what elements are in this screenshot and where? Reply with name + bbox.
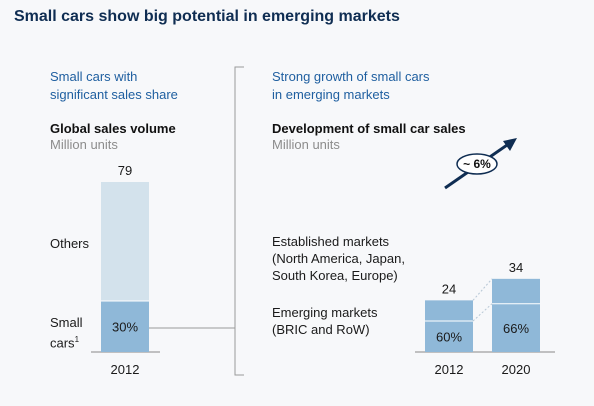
panel-bracket — [234, 66, 244, 376]
label-emerging-line2: (BRIC and RoW) — [272, 322, 370, 337]
page-title: Small cars show big potential in emergin… — [14, 8, 400, 25]
label-small-cars-line2: cars1 — [50, 331, 83, 351]
right-bar-2020-lower-segment — [492, 303, 540, 352]
left-bar-2012-category-label: 2012 — [111, 362, 140, 377]
label-emerging: Emerging markets (BRIC and RoW) — [272, 304, 377, 338]
right-bar-2012-total-label: 24 — [442, 281, 456, 296]
left-bar-2012-lower-segment — [101, 301, 149, 352]
right-bar-2020-share-label: 66% — [503, 321, 529, 336]
right-bar-2020-upper-segment — [492, 278, 540, 304]
growth-badge — [456, 153, 498, 175]
left-bar-2012-upper-segment — [101, 182, 149, 301]
right-bar-2020-category-label: 2020 — [502, 362, 531, 377]
left-bar-2012-total-label: 79 — [118, 163, 132, 178]
right-bar-2012-lower-segment — [425, 321, 473, 352]
right-unit: Million units — [272, 137, 340, 152]
connector-top — [472, 278, 493, 301]
right-bar-2012-share-label: 60% — [436, 330, 462, 345]
label-others: Others — [50, 236, 90, 251]
right-bar-2012-category-label: 2012 — [435, 362, 464, 377]
left-unit: Million units — [50, 137, 118, 152]
growth-arrow-head — [503, 138, 517, 151]
label-established-line1: Established markets — [272, 234, 390, 249]
left-subtitle: Small cars with significant sales share — [50, 68, 178, 104]
right-bar-2012-upper-segment — [425, 300, 473, 322]
footnote-mark: 1 — [74, 335, 80, 344]
label-established: Established markets (North America, Japa… — [272, 233, 405, 284]
label-small-cars: Small cars1 — [50, 314, 83, 351]
right-heading: Development of small car sales — [272, 121, 466, 136]
left-bar-2012-share-label: 30% — [112, 320, 138, 335]
label-small-cars-text: cars — [50, 335, 75, 351]
left-heading: Global sales volume — [50, 121, 176, 136]
connector-split — [472, 303, 493, 322]
right-subtitle: Strong growth of small cars in emerging … — [272, 68, 430, 104]
label-emerging-line1: Emerging markets — [272, 305, 378, 320]
right-subtitle-line2: in emerging markets — [272, 87, 390, 102]
left-subtitle-line2: significant sales share — [50, 87, 178, 102]
growth-badge-label: ~ 6% — [463, 157, 491, 171]
label-small-cars-line1: Small — [50, 315, 83, 330]
right-bar-2020-total-label: 34 — [509, 260, 523, 275]
left-subtitle-line1: Small cars with — [50, 69, 138, 84]
label-established-line2: (North America, Japan, — [272, 251, 405, 266]
label-established-line3: South Korea, Europe) — [272, 268, 398, 283]
right-subtitle-line1: Strong growth of small cars — [272, 69, 430, 84]
